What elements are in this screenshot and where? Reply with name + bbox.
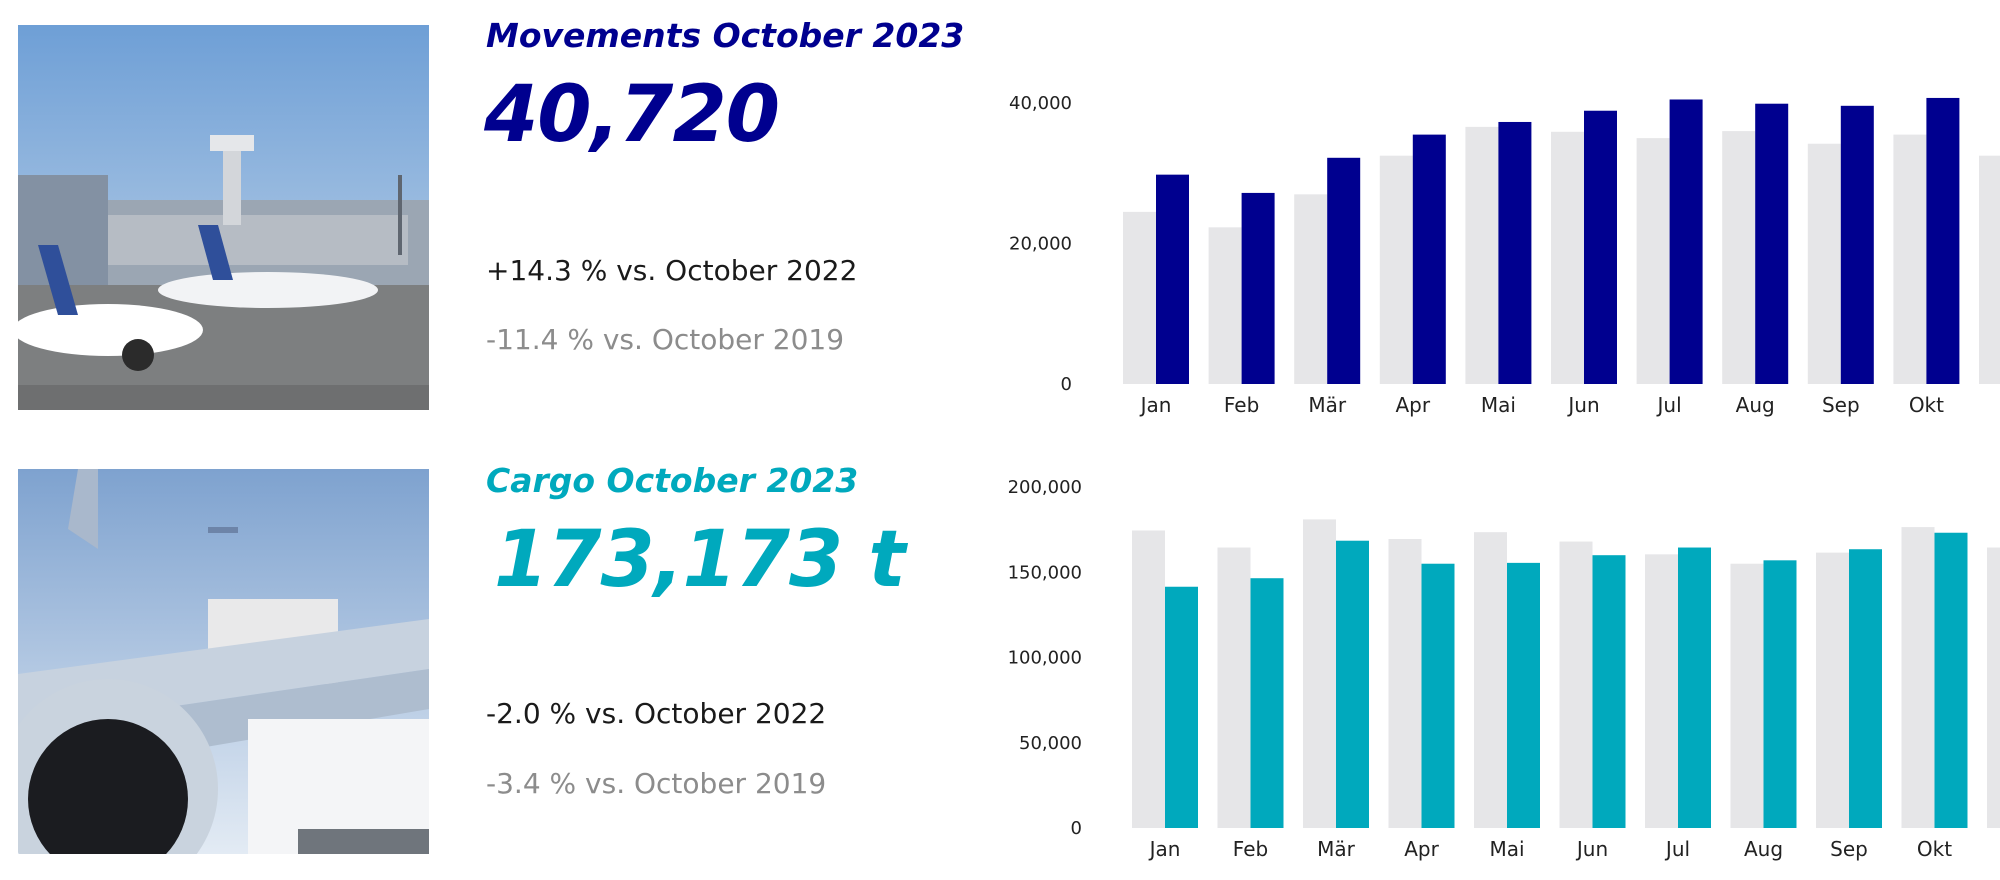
cargo-chart-category-label: Okt	[1917, 837, 1952, 861]
cargo-chart-bar-current-Apr	[1421, 563, 1455, 828]
cargo-chart-ytick-label: 50,000	[1019, 733, 1082, 754]
movements-chart-bar-prior-Apr	[1379, 155, 1413, 384]
cargo-chart-bar-prior-Jun	[1559, 541, 1593, 828]
movements-chart-category-label: Apr	[1395, 393, 1430, 417]
movements-value: 40,720	[484, 70, 780, 160]
cargo-chart-category-label: Mär	[1317, 837, 1356, 861]
movements-chart-bar-prior-Sep	[1807, 143, 1841, 384]
movements-chart-bar-current-Jul	[1669, 99, 1703, 385]
cargo-chart-bar-prior-next	[1987, 547, 2000, 828]
cargo-chart-category-label: Aug	[1744, 837, 1783, 861]
cargo-chart-ytick-label: 150,000	[1008, 562, 1082, 583]
cargo-chart-bar-prior-Okt	[1901, 527, 1935, 828]
movements-chart-bar-prior-Okt	[1893, 134, 1927, 384]
cargo-photo	[18, 469, 429, 854]
movements-chart-category-label: Mai	[1481, 393, 1516, 417]
cargo-chart-bar-current-Mär	[1336, 540, 1369, 828]
movements-chart-bar-prior-Jan	[1123, 211, 1156, 384]
cargo-chart-bar-prior-Jul	[1645, 554, 1678, 828]
movements-chart-ytick-label: 40,000	[1009, 93, 1072, 114]
movements-chart-bar-prior-Mai	[1465, 126, 1499, 384]
movements-chart-bar-current-Apr	[1412, 134, 1446, 384]
cargo-chart-category-label: Jan	[1148, 837, 1181, 861]
cargo-chart-bar-current-Feb	[1250, 578, 1284, 828]
movements-chart-category-label: Jan	[1139, 393, 1172, 417]
movements-chart-category-label: Jun	[1566, 393, 1599, 417]
cargo-delta-prev-year: -2.0 % vs. October 2022	[486, 697, 827, 730]
cargo-chart-bar-current-Mai	[1507, 562, 1540, 828]
cargo-chart-category-label: Feb	[1233, 837, 1268, 861]
cargo-chart-bar-current-Jan	[1165, 586, 1198, 828]
movements-chart-ytick-label: 0	[1061, 374, 1072, 395]
movements-chart-bar-current-Mai	[1498, 121, 1532, 384]
movements-delta-prev-year: +14.3 % vs. October 2022	[486, 254, 858, 287]
movements-chart-bar-current-Feb	[1241, 192, 1275, 384]
movements-delta-2019: -11.4 % vs. October 2019	[486, 323, 845, 356]
movements-chart-bar-current-Jun	[1584, 110, 1617, 384]
cargo-chart-bar-prior-Feb	[1217, 547, 1251, 828]
movements-chart-category-label: Feb	[1224, 393, 1259, 417]
airport-photo	[18, 25, 429, 410]
cargo-chart-bar-current-Jul	[1678, 547, 1711, 828]
movements-chart-ytick-label: 20,000	[1009, 234, 1072, 255]
cargo-chart-ytick-label: 100,000	[1008, 648, 1082, 669]
cargo-chart-category-label: Apr	[1404, 837, 1439, 861]
cargo-chart-bar-prior-Mär	[1303, 519, 1336, 828]
cargo-chart-bar-current-Okt	[1934, 532, 1968, 828]
movements-chart-bar-current-Sep	[1840, 105, 1874, 384]
cargo-title: Cargo October 2023	[486, 461, 859, 500]
cargo-chart-bar-current-Sep	[1849, 549, 1882, 828]
cargo-chart-bar-prior-Apr	[1388, 539, 1422, 828]
cargo-chart-bar-prior-Sep	[1816, 552, 1849, 828]
movements-chart-bar-prior-Mär	[1294, 194, 1328, 384]
movements-chart-bar-current-Okt	[1926, 97, 1960, 384]
movements-chart-bar-prior-Aug	[1722, 131, 1756, 384]
cargo-chart-ytick-label: 0	[1071, 818, 1082, 839]
cargo-chart-category-label: Sep	[1830, 837, 1868, 861]
cargo-chart-category-label: Jul	[1664, 837, 1690, 861]
cargo-chart-category-label: Mai	[1489, 837, 1524, 861]
cargo-delta-2019: -3.4 % vs. October 2019	[486, 767, 827, 800]
cargo-value: 173,173 t	[494, 515, 906, 605]
cargo-chart-bar-prior-Jan	[1132, 530, 1165, 828]
movements-chart-bar-current-Jan	[1156, 174, 1189, 384]
cargo-chart-bar-current-Jun	[1592, 555, 1626, 828]
movements-chart-category-label: Sep	[1822, 393, 1860, 417]
movements-title: Movements October 2023	[486, 16, 965, 55]
movements-chart-category-label: Mär	[1308, 393, 1347, 417]
movements-chart-category-label: Okt	[1909, 393, 1944, 417]
movements-chart-bar-prior-next	[1979, 155, 2000, 384]
cargo-chart: 0 50,000 100,000 150,000 200,000 Jan Feb Mär Apr…	[990, 475, 2000, 870]
movements-chart-category-label: Aug	[1736, 393, 1775, 417]
cargo-chart-bar-prior-Aug	[1730, 563, 1764, 828]
movements-chart-bar-prior-Feb	[1208, 227, 1242, 384]
movements-chart-bar-prior-Jun	[1551, 131, 1584, 384]
cargo-chart-ytick-label: 200,000	[1008, 477, 1082, 498]
movements-chart-category-label: Jul	[1656, 393, 1682, 417]
movements-chart-bar-current-Mär	[1327, 157, 1361, 384]
movements-chart: 0 20,000 40,000 Jan Feb Mär Apr Mai Jun Jul Aug Sep…	[990, 75, 2000, 420]
movements-chart-bar-prior-Jul	[1636, 138, 1670, 384]
cargo-chart-bar-current-Aug	[1763, 560, 1797, 828]
cargo-chart-category-label: Jun	[1575, 837, 1608, 861]
movements-chart-bar-current-Aug	[1755, 103, 1789, 384]
cargo-chart-bar-prior-Mai	[1474, 532, 1507, 828]
